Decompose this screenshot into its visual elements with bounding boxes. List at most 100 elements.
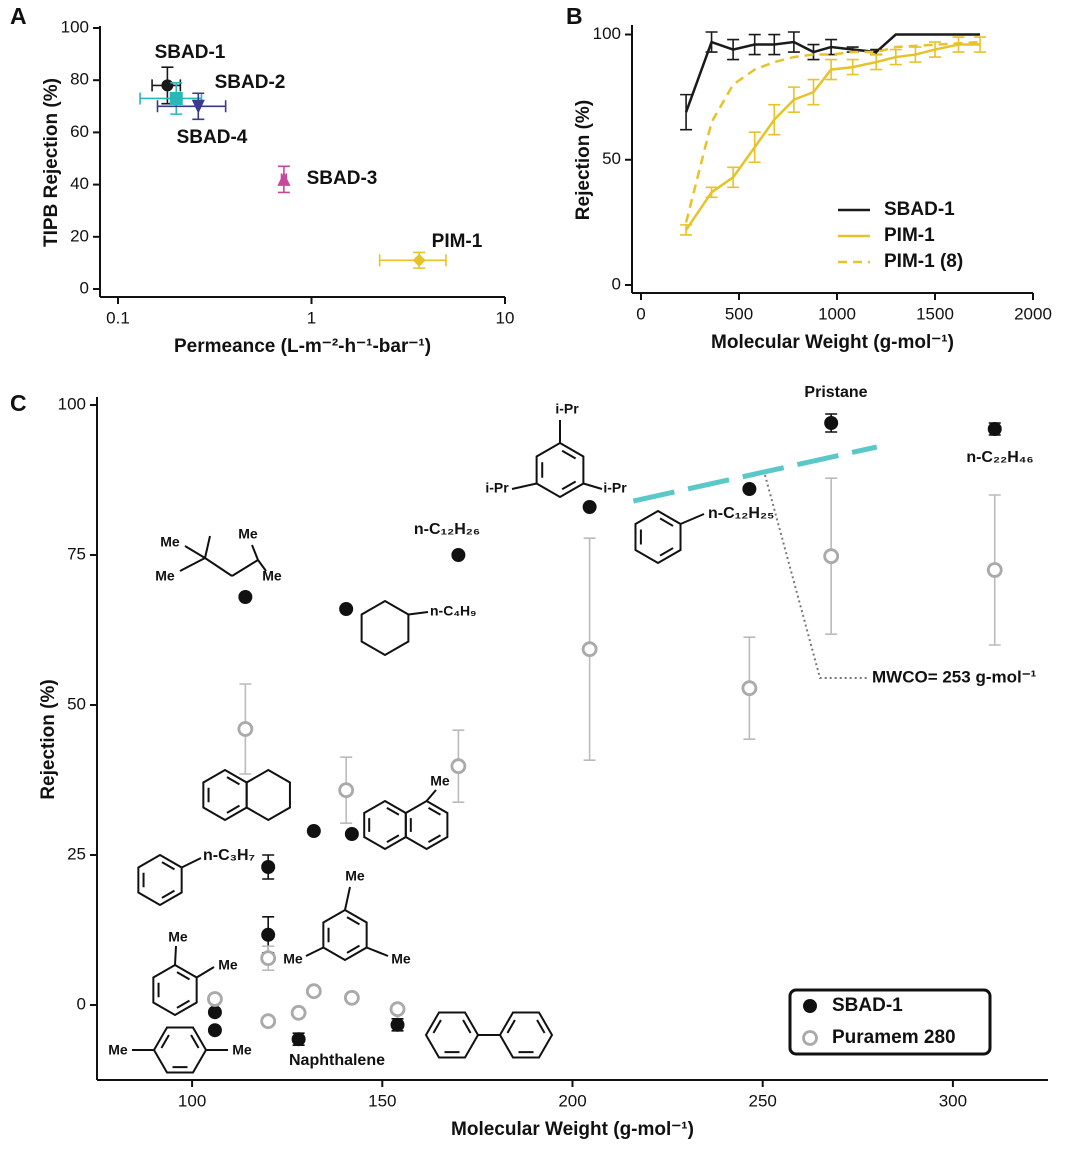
molecule-bond [680, 513, 705, 525]
molecule-bond [344, 886, 351, 911]
annotation: Me [160, 534, 180, 550]
point-label: PIM-1 [432, 231, 483, 252]
line [684, 33, 981, 113]
molecule-ring [535, 441, 585, 499]
molecule-bond [251, 544, 259, 561]
molecule-bond [366, 946, 389, 957]
legend-label: PIM-1 (8) [884, 251, 963, 272]
annotation: Me [391, 951, 411, 967]
molecule-ring [424, 1011, 480, 1059]
fit-line [632, 444, 878, 504]
legend-box [788, 988, 992, 1056]
marker [451, 548, 466, 562]
marker [390, 1017, 405, 1032]
annotation: Me [345, 868, 365, 884]
annotation: Me [168, 929, 188, 945]
molecule-bond [425, 789, 437, 802]
marker [338, 782, 355, 799]
marker [741, 680, 758, 697]
molecule-ring [245, 768, 291, 822]
y-tick-label: 0 [80, 278, 89, 297]
x-tick-label: 150 [368, 1091, 396, 1110]
marker [161, 79, 174, 92]
x-tick-label: 1 [307, 308, 316, 327]
error-bar [846, 58, 859, 76]
molecule-bond [179, 557, 206, 572]
marker [207, 991, 223, 1007]
molecule-ring [363, 799, 407, 851]
x-tick-label: 10 [496, 308, 515, 327]
leader-line [764, 474, 868, 679]
y-tick-label: 25 [67, 844, 86, 863]
point-label: SBAD-2 [215, 72, 286, 93]
panel-letter: A [10, 3, 27, 29]
annotations: Pristane n-C₂₂H₄₆ i-Pr i-Pr i-Pr n-C₁₂H₂… [108, 384, 1036, 1069]
marker [261, 860, 276, 874]
annotation: Naphthalene [289, 1052, 385, 1069]
point-label: SBAD-3 [307, 168, 378, 189]
annotation: n-C₁₂H₂₆ [414, 521, 480, 538]
y-tick-label: 0 [612, 274, 621, 293]
error-bar [705, 31, 718, 53]
annotation: Me [155, 568, 175, 584]
x-tick-label: 1500 [916, 304, 954, 323]
x-axis-label: Permeance (L-m⁻²-h⁻¹-bar⁻¹) [174, 336, 431, 357]
x-tick-label: 0 [636, 304, 645, 323]
x-tick-label: 300 [939, 1091, 967, 1110]
annotation: Me [238, 526, 258, 542]
y-tick-label: 20 [70, 226, 89, 245]
error-bar [870, 53, 883, 71]
marker [412, 253, 426, 267]
annotation: Pristane [804, 384, 867, 401]
marker [987, 422, 1002, 436]
error-bar [748, 131, 761, 164]
marker [261, 927, 276, 942]
marker [277, 171, 291, 186]
marker [305, 983, 322, 1000]
error-bar [727, 38, 740, 61]
marker [344, 827, 359, 841]
y-tick-label: 100 [61, 17, 89, 36]
legend-label: SBAD-1 [832, 995, 903, 1016]
marker [191, 99, 205, 114]
line [684, 40, 981, 223]
molecule-ring [404, 799, 449, 851]
annotation: n-C₂₂H₄₆ [966, 449, 1033, 466]
panel-letter: C [10, 390, 27, 416]
annotation: i-Pr [485, 480, 509, 496]
error-bar [787, 31, 800, 53]
y-tick-label: 75 [67, 544, 86, 563]
annotation: n-C₃H₇ [203, 847, 255, 864]
error-bar [727, 166, 740, 189]
y-tick-label: 60 [70, 122, 89, 141]
error-bar [156, 100, 227, 113]
molecule-bond [181, 857, 202, 869]
molecule-bond [196, 966, 215, 979]
y-tick-label: 100 [593, 24, 621, 43]
error-bar [807, 43, 820, 61]
y-axis-label: Rejection (%) [38, 679, 59, 799]
error-bar [768, 103, 781, 136]
x-tick-label: 0.1 [106, 308, 130, 327]
molecule-bond [231, 559, 259, 577]
molecule-ring [322, 908, 368, 962]
error-bar [748, 33, 761, 56]
marker [237, 721, 254, 737]
error-bar [974, 36, 987, 53]
x-axis-label: Molecular Weight (g-mol⁻¹) [711, 332, 954, 353]
x-tick-label: 100 [178, 1091, 206, 1110]
y-tick-label: 50 [67, 694, 86, 713]
x-tick-label: 1000 [818, 304, 856, 323]
y-tick-label: 0 [77, 994, 86, 1013]
marker [260, 950, 277, 967]
marker [823, 548, 840, 565]
x-tick-label: 200 [558, 1091, 586, 1110]
marker [260, 1013, 277, 1030]
error-bar [889, 48, 902, 66]
error-bar [680, 93, 693, 131]
marker [581, 641, 598, 658]
annotation: Me [262, 568, 282, 584]
legend-marker [802, 1030, 818, 1046]
x-axis-label: Molecular Weight (g-mol⁻¹) [451, 1119, 694, 1140]
x-tick-label: 500 [725, 304, 753, 323]
